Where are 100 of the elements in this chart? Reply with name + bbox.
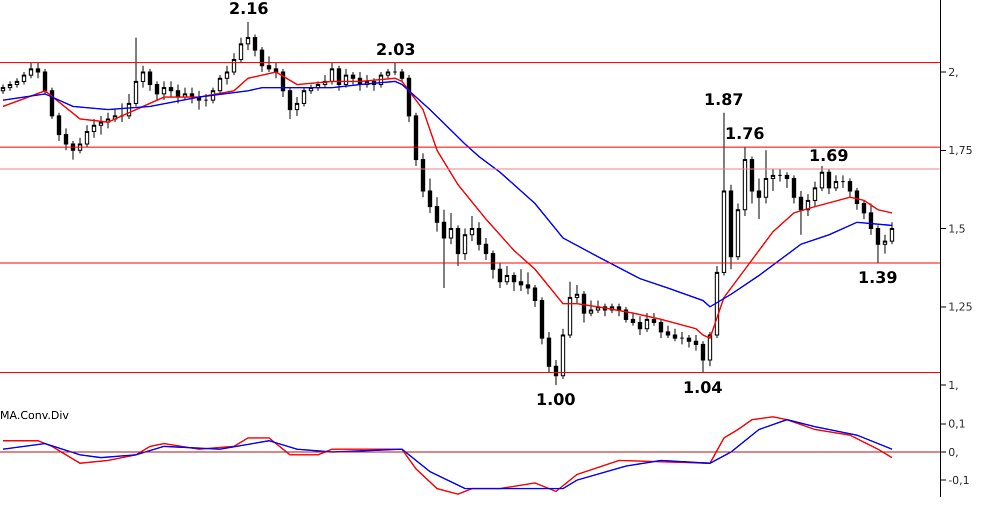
candlestick: [350, 72, 356, 86]
candlestick: [840, 174, 846, 188]
candlestick: [736, 203, 740, 260]
candlestick: [392, 62, 398, 76]
candlestick: [756, 178, 762, 220]
candlestick: [658, 318, 664, 339]
candlestick: [260, 46, 264, 73]
candlestick: [700, 340, 706, 374]
ref-line-label: 1.04: [683, 378, 722, 397]
candlestick: [546, 331, 552, 374]
candlestick: [266, 56, 272, 73]
candlestick: [666, 325, 670, 339]
candlestick: [742, 146, 748, 217]
candlestick: [652, 312, 656, 326]
candlestick: [764, 150, 768, 204]
candlestick: [196, 90, 202, 110]
candlestick: [140, 65, 146, 88]
candlestick: [252, 34, 258, 57]
candlestick: [784, 172, 790, 188]
candlestick: [526, 272, 530, 295]
candlestick: [644, 312, 650, 332]
y-tick-label: 0,: [948, 446, 959, 459]
candlestick: [750, 156, 754, 204]
candlestick: [568, 281, 572, 339]
candlestick: [512, 272, 516, 292]
candlestick: [862, 200, 866, 220]
candlestick: [848, 178, 852, 198]
candlestick: [792, 174, 796, 204]
candlestick: [84, 124, 90, 148]
y-tick-label: 1,25: [948, 300, 973, 314]
candlestick: [722, 112, 726, 276]
candlestick: [498, 262, 502, 289]
candlestick: [456, 224, 460, 267]
candlestick: [672, 328, 678, 342]
y-tick-label: 1,: [948, 378, 959, 392]
candlestick: [540, 296, 544, 345]
candlestick: [238, 37, 244, 64]
candlestick: [246, 21, 250, 51]
candlestick: [8, 80, 12, 92]
candlestick: [490, 250, 496, 280]
candlestick: [462, 228, 468, 260]
candlestick: [162, 80, 166, 101]
candlestick: [588, 300, 594, 317]
ref-line-label: 1.69: [809, 146, 848, 165]
candlestick: [882, 234, 888, 254]
candlestick: [92, 118, 96, 138]
candlestick: [98, 115, 104, 136]
candlestick: [442, 209, 446, 289]
ref-line-label: 1.39: [858, 268, 898, 287]
y-tick-label: -0,1: [948, 474, 970, 487]
candlestick: [78, 137, 82, 154]
candlestick: [686, 334, 692, 348]
candlestick: [798, 190, 804, 236]
candlestick: [518, 268, 524, 292]
candlestick: [414, 112, 418, 166]
annotation: 1.00: [536, 390, 576, 409]
candlestick: [14, 78, 20, 88]
candlestick: [22, 72, 26, 86]
candlestick: [28, 62, 34, 79]
candlestick: [476, 222, 482, 251]
candlestick: [428, 178, 432, 214]
candlestick: [680, 331, 684, 345]
candlestick: [64, 128, 68, 151]
candlestick: [484, 237, 488, 260]
candlestick: [70, 140, 76, 160]
candlestick: [288, 87, 292, 120]
candlestick: [728, 184, 734, 270]
candlestick: [168, 80, 174, 98]
y-tick-label: 0,1: [948, 418, 966, 431]
candlestick: [812, 181, 818, 208]
candlestick: [204, 93, 208, 107]
candlestick: [532, 284, 538, 308]
candlestick: [560, 328, 566, 380]
candlestick: [232, 52, 236, 76]
candlestick: [826, 168, 832, 195]
candlestick: [834, 174, 838, 192]
candlestick: [386, 68, 390, 79]
candlestick: [134, 37, 138, 107]
candlestick: [630, 312, 636, 326]
ref-line-label: 2.03: [376, 40, 416, 59]
candlestick: [218, 74, 222, 94]
candlestick: [638, 316, 642, 336]
chart-title: MA.Conv.Div: [0, 408, 70, 422]
candlestick: [302, 87, 306, 107]
ref-line-label: 1.76: [725, 124, 764, 143]
y-tick-label: 1,5: [948, 222, 966, 236]
candlestick: [876, 224, 880, 264]
candlestick: [868, 203, 874, 236]
candlestick: [56, 112, 62, 142]
candlestick: [154, 80, 160, 101]
candlestick: [400, 68, 404, 82]
y-tick-label: 2,: [948, 66, 959, 79]
candlestick: [574, 284, 580, 304]
candlestick: [504, 266, 510, 286]
candlestick: [148, 68, 152, 92]
candlestick: [274, 62, 278, 79]
candlestick: [224, 65, 230, 86]
candlestick: [694, 334, 698, 352]
candlestick: [294, 96, 300, 116]
candlestick: [36, 62, 40, 79]
